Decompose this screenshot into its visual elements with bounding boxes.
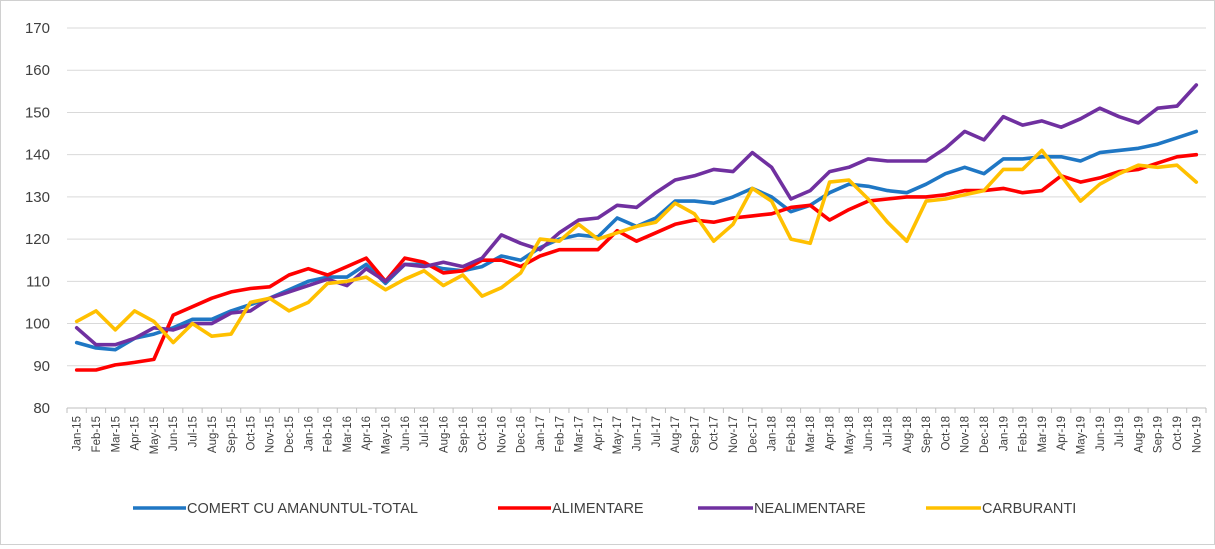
x-tick-label: Oct-16 [477,416,489,451]
x-tick-label: Oct-15 [245,416,257,451]
x-tick-label: Apr-17 [593,416,605,451]
x-tick-label: Aug-16 [438,416,450,453]
x-tick-label: Jun-19 [1095,416,1107,451]
x-tick-label: Feb-17 [554,416,566,452]
x-tick-label: Jul-19 [1114,416,1126,447]
x-tick-label: May-19 [1076,416,1088,454]
series-line-3 [74,83,1199,347]
x-tick-label: Jan-15 [72,416,84,451]
x-tick-label: Sep-17 [689,416,701,453]
x-tick-label: Sep-18 [921,416,933,453]
y-tick-label: 130 [25,189,50,206]
x-tick-label: Nov-18 [960,416,972,453]
y-tick-label: 90 [33,358,50,375]
legend: COMERT CU AMANUNTUL-TOTAL ALIMENTARE NEALI… [133,501,1076,517]
y-tick-label: 160 [25,62,50,79]
x-tick-label: Nov-19 [1191,416,1203,453]
x-tick-label: Nov-17 [728,416,740,453]
x-tick-label: Dec-16 [516,416,528,453]
x-tick-label: Jun-15 [168,416,180,451]
x-tick-label: Sep-16 [458,416,470,453]
x-tick-label: Dec-18 [979,416,991,453]
y-tick-label: 120 [25,231,50,248]
x-tick-label: Jan-19 [998,416,1010,451]
x-tick-label: Jun-16 [400,416,412,451]
x-tick-label: Dec-17 [747,416,759,453]
x-tick-label: Jul-16 [419,416,431,447]
gridlines [67,27,1206,367]
legend-label: ALIMENTARE [552,501,644,517]
x-tick-label: Feb-15 [91,416,103,452]
y-tick-label: 110 [26,273,50,290]
x-tick-label: Jan-16 [303,416,315,451]
x-tick-label: Apr-16 [361,416,373,451]
x-tick-label: Sep-19 [1153,416,1165,453]
x-tick-label: Feb-19 [1018,416,1030,452]
series-lines [74,83,1199,372]
x-tick-label: Jan-17 [535,416,547,451]
x-tick-label: May-17 [612,416,624,454]
x-tick-label: Mar-18 [805,416,817,452]
x-tick-label: Mar-15 [110,416,122,452]
x-tick-label: Jul-17 [651,416,663,447]
y-axis: 80 90 100 110 120 130 140 150 160 170 [25,20,50,417]
x-tick-label: Oct-18 [940,416,952,451]
legend-label: NEALIMENTARE [754,501,866,517]
x-tick-label: Aug-15 [207,416,219,453]
x-tick-label: Oct-19 [1172,416,1184,451]
x-tick-label: Mar-16 [342,416,354,452]
x-tick-label: Jul-15 [187,416,199,447]
x-tick-label: Apr-15 [130,416,142,451]
x-tick-label: Aug-17 [670,416,682,453]
y-tick-label: 100 [25,316,50,333]
x-tick-label: Jun-17 [632,416,644,451]
y-tick-label: 150 [25,104,50,121]
x-tick-label: Jun-18 [863,416,875,451]
x-tick-label: Nov-16 [496,416,508,453]
x-tick-label: Jul-18 [882,416,894,447]
x-tick-label: Jan-18 [767,416,779,451]
y-tick-label: 80 [33,400,50,417]
x-tick-label: May-18 [844,416,856,454]
x-tick-label: Aug-19 [1133,416,1145,453]
x-tick-label: Mar-19 [1037,416,1049,452]
x-tick-label: Feb-16 [323,416,335,452]
x-tick-label: May-15 [149,416,161,454]
x-tick-label: Aug-18 [902,416,914,453]
x-tick-label: Feb-18 [786,416,798,452]
x-tick-label: May-16 [381,416,393,454]
legend-label: COMERT CU AMANUNTUL-TOTAL [187,501,418,517]
x-tick-label: Apr-19 [1056,416,1068,451]
x-tick-label: Apr-18 [825,416,837,451]
x-tick-label: Nov-15 [265,416,277,453]
legend-label: CARBURANTI [982,501,1076,517]
y-tick-label: 140 [25,147,50,164]
y-tick-label: 170 [25,20,50,37]
series-line-2 [74,152,1199,372]
x-axis: Jan-15 Feb-15 Mar-15 Apr-15 May-15 Jun-15 Jul-… [66,407,1207,454]
series-line-4 [74,148,1199,345]
x-tick-label: Dec-15 [284,416,296,453]
x-tick-label: Oct-17 [709,416,721,451]
x-tick-label: Sep-15 [226,416,238,453]
x-tick-label: Mar-17 [574,416,586,452]
